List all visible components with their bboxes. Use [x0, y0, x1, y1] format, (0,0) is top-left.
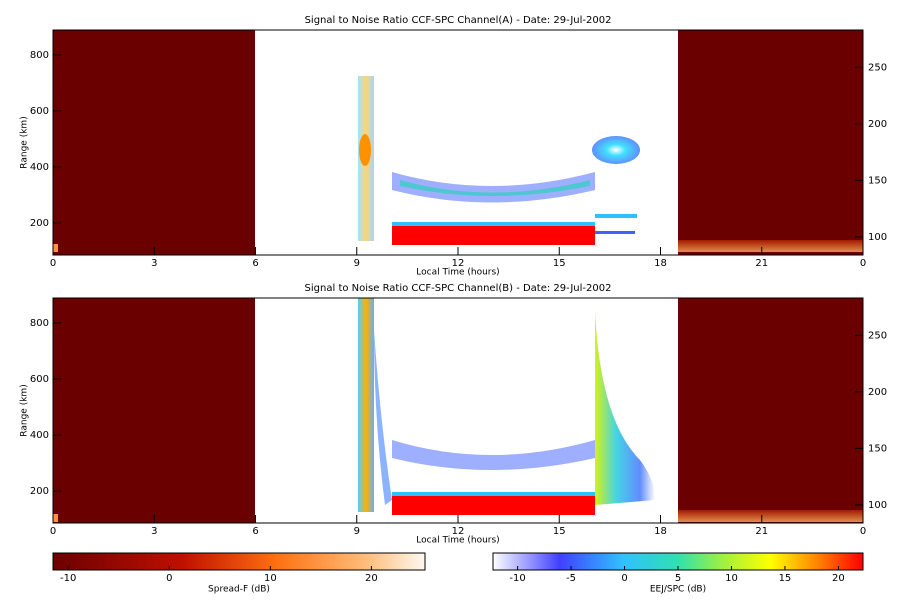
- y-tick-label: 600: [30, 374, 49, 385]
- x-tick-label: 15: [553, 526, 566, 537]
- x-tick-label: 3: [151, 526, 157, 537]
- x-tick-label: 12: [452, 526, 465, 537]
- x-tick-label: 6: [252, 258, 258, 269]
- y-axis-label: Range (km): [20, 384, 30, 436]
- y2-tick-label: 150: [868, 175, 887, 186]
- x-tick-label: 0: [50, 526, 56, 537]
- chart-title: Signal to Noise Ratio CCF-SPC Channel(A)…: [305, 15, 612, 26]
- y2-tick-label: 100: [868, 500, 887, 511]
- x-tick-label: 21: [755, 258, 768, 269]
- panel-b-image: [53, 298, 863, 523]
- colorbar-tick-label: 5: [675, 573, 681, 584]
- y2-tick-label: 150: [868, 443, 887, 454]
- x-tick-label: 0: [860, 258, 866, 269]
- y2-tick-label: 250: [868, 62, 887, 73]
- y2-tick-label: 100: [868, 232, 887, 243]
- y-tick-label: 400: [30, 162, 49, 173]
- y2-tick-label: 250: [868, 330, 887, 341]
- colorbar-tick-label: 20: [832, 573, 845, 584]
- colorbar-tick-label: 10: [264, 573, 277, 584]
- y-tick-label: 200: [30, 486, 49, 497]
- colorbar-tick-label: 0: [621, 573, 627, 584]
- x-axis-label: Local Time (hours): [416, 268, 499, 278]
- y2-tick-label: 200: [868, 387, 887, 398]
- colorbar-tick-label: 20: [365, 573, 378, 584]
- colorbar-tick-label: 0: [166, 573, 172, 584]
- colorbar-tick-label: -10: [60, 573, 76, 584]
- x-tick-label: 21: [755, 526, 768, 537]
- x-tick-label: 18: [654, 526, 667, 537]
- x-tick-label: 9: [354, 526, 360, 537]
- y-tick-label: 400: [30, 430, 49, 441]
- x-tick-label: 9: [354, 258, 360, 269]
- colorbar-tick-label: 10: [725, 573, 738, 584]
- colorbar-tick-label: 15: [779, 573, 792, 584]
- y-tick-label: 800: [30, 318, 49, 329]
- x-axis-label: Local Time (hours): [416, 536, 499, 546]
- panel-a-image: [53, 30, 863, 255]
- x-tick-label: 18: [654, 258, 667, 269]
- x-tick-label: 3: [151, 258, 157, 269]
- colorbar-tick-label: -5: [566, 573, 576, 584]
- chart-title: Signal to Noise Ratio CCF-SPC Channel(B)…: [305, 283, 612, 294]
- x-tick-label: 6: [252, 526, 258, 537]
- x-tick-label: 15: [553, 258, 566, 269]
- colorbar-label: EEJ/SPC (dB): [650, 585, 706, 595]
- colorbar-tick-label: -10: [509, 573, 525, 584]
- y2-tick-label: 200: [868, 119, 887, 130]
- x-tick-label: 12: [452, 258, 465, 269]
- y-tick-label: 800: [30, 50, 49, 61]
- y-axis-label: Range (km): [20, 116, 30, 168]
- colorbar-label: Spread-F (dB): [208, 585, 270, 595]
- colorbar-spread-f: [52, 552, 426, 571]
- y-tick-label: 600: [30, 106, 49, 117]
- x-tick-label: 0: [50, 258, 56, 269]
- x-tick-label: 0: [860, 526, 866, 537]
- y-tick-label: 200: [30, 218, 49, 229]
